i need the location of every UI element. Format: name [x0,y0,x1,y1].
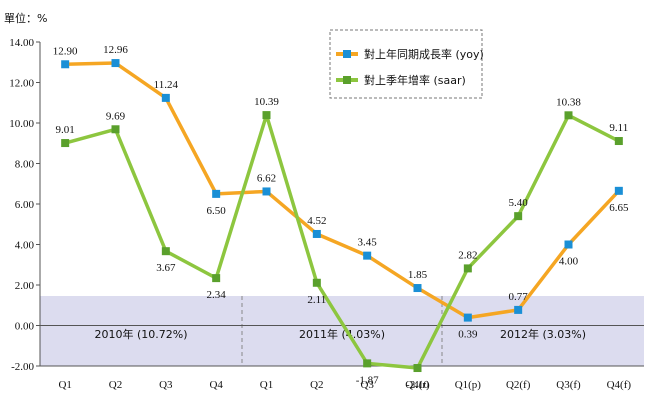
data-point-yoy [363,251,372,260]
band-2010 [40,296,242,366]
x-tick-label: Q1 [260,379,273,391]
data-label-saar: 3.67 [156,262,176,274]
y-tick-label: 14.00 [9,37,34,49]
x-tick-label: Q4(r) [405,379,430,391]
unit-label: 單位：% [4,11,47,25]
legend-label-saar: 對上季年增率 (saar) [364,73,466,87]
data-label-yoy: 6.62 [257,172,276,184]
data-point-saar [564,111,573,120]
y-tick-label: 12.00 [9,78,34,90]
data-point-yoy [262,187,271,196]
x-tick-label: Q2 [310,379,323,391]
data-point-saar [212,274,221,283]
series-line-yoy [65,61,621,320]
y-tick-label: 2.00 [15,280,35,292]
x-tick-label: Q2(f) [506,379,531,391]
series-line-saar [64,113,620,370]
data-point-yoy [312,229,321,238]
x-tick-label: Q4 [209,379,223,391]
band-2011 [242,296,442,366]
year-band-label-2011: 2011年 (4.03%) [299,327,385,341]
year-band-label-2010: 2010年 (10.72%) [94,327,187,341]
data-point-yoy [564,240,573,249]
data-label-yoy: 4.00 [559,256,579,268]
y-tick-label: 10.00 [9,118,34,130]
data-point-yoy [463,313,472,322]
data-point-saar [262,111,271,120]
data-point-saar [514,212,523,221]
data-point-saar [161,247,170,256]
year-band-label-2012: 2012年 (3.03%) [500,327,586,341]
data-point-saar [413,364,422,373]
x-tick-label: Q3 [360,379,374,391]
data-point-yoy [212,189,221,198]
x-tick-label: Q3(f) [556,379,581,391]
data-point-yoy [514,305,523,314]
data-point-yoy [413,284,422,293]
data-label-saar: 5.40 [509,197,529,209]
data-label-saar: 10.39 [254,96,279,108]
data-label-yoy: 6.65 [609,202,629,214]
band-2012 [442,296,644,366]
data-label-yoy: 4.52 [307,215,326,227]
data-label-yoy: 6.50 [207,205,227,217]
y-tick-label: 6.00 [15,199,35,211]
data-label-yoy: 12.96 [103,44,128,56]
data-point-saar [463,264,472,273]
data-point-saar [61,139,70,148]
legend-box [329,29,483,99]
x-tick-label: Q1 [58,379,71,391]
data-label-saar: 9.11 [609,122,628,134]
data-label-saar: 9.01 [56,124,75,136]
x-tick-label: Q1(p) [455,379,482,391]
data-label-saar: 2.11 [307,294,326,306]
data-label-yoy: 0.77 [509,291,529,303]
data-label-saar: -2.10 [406,379,429,391]
data-label-yoy: 3.45 [358,237,378,249]
data-label-saar: 2.34 [207,289,227,301]
data-label-yoy: 11.24 [154,79,179,91]
data-label-saar: -1.87 [356,374,379,386]
data-label-yoy: 12.90 [53,45,78,57]
data-label-saar: 2.82 [458,249,477,261]
data-point-saar [363,359,372,368]
data-label-yoy: 0.39 [458,329,478,341]
data-point-saar [111,125,120,134]
x-tick-label: Q4(f) [607,379,632,391]
data-label-saar: 9.69 [106,110,126,122]
data-label-saar: 10.38 [556,96,581,108]
y-tick-label: 8.00 [15,159,35,171]
data-point-saar [312,278,321,287]
data-point-yoy [614,186,623,195]
data-label-yoy: 1.85 [408,269,428,281]
x-tick-label: Q2 [109,379,122,391]
y-tick-label: 0.00 [15,321,35,333]
data-point-yoy [111,59,120,68]
x-tick-label: Q3 [159,379,173,391]
data-point-yoy [61,60,70,69]
y-tick-label: -2.00 [11,361,34,373]
legend-marker-saar [343,76,351,84]
legend-label-yoy: 對上年同期成長率 (yoy) [364,47,484,61]
legend-marker-yoy [343,50,351,58]
data-point-yoy [161,93,170,102]
data-point-saar [614,137,623,146]
y-tick-label: 4.00 [15,240,35,252]
